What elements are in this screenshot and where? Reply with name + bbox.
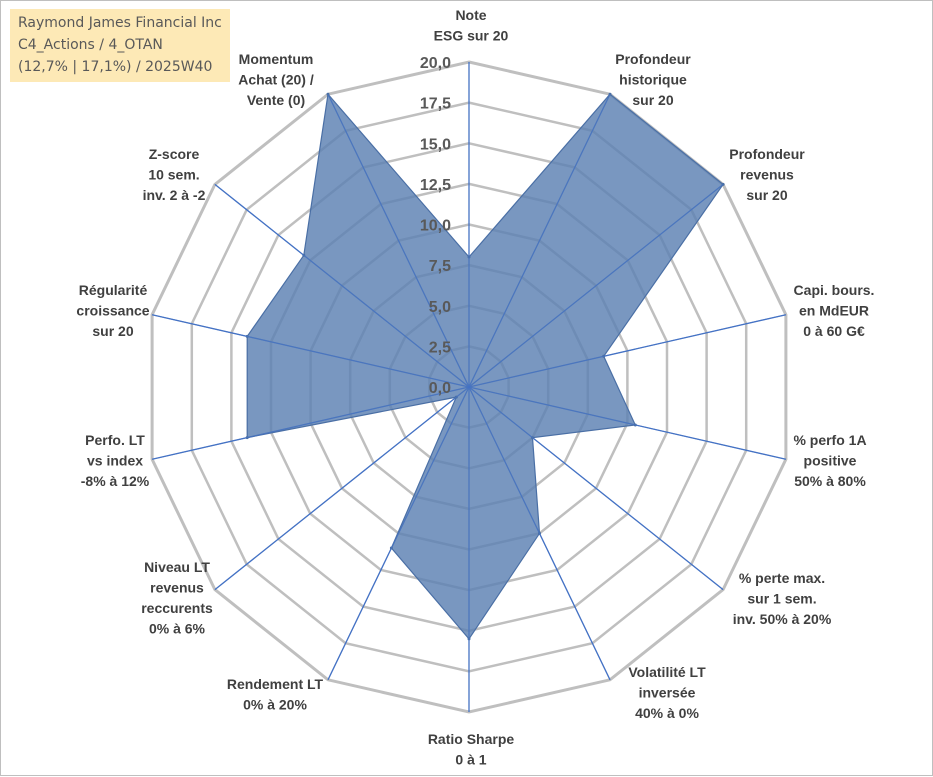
axis-spoke-overlay [327, 386, 470, 681]
category-label: Profondeur revenus sur 20 [729, 146, 805, 203]
category-label: Note ESG sur 20 [434, 7, 509, 44]
axis-spoke-overlay [151, 314, 470, 388]
portfolio-name: C4_Actions / 4_OTAN [18, 37, 163, 53]
category-label: Profondeur historique sur 20 [615, 51, 691, 108]
axis-spoke-overlay [214, 386, 470, 590]
axis-spoke-overlay [468, 93, 611, 388]
company-name: Raymond James Financial Inc [18, 15, 222, 31]
info-box: Raymond James Financial Inc C4_Actions /… [10, 9, 230, 82]
category-label: Régularité croissance sur 20 [76, 282, 149, 339]
category-label: Capi. bours. en MdEUR 0 à 60 G€ [794, 282, 875, 339]
category-label: Momentum Achat (20) / Vente (0) [238, 51, 314, 108]
axis-spoke-overlay [468, 314, 787, 388]
category-label: Niveau LT revenus reccurents 0% à 6% [141, 559, 213, 637]
tick-label: 20,0 [420, 55, 451, 72]
tick-label: 7,5 [429, 258, 451, 275]
tick-label: 12,5 [420, 177, 451, 194]
category-label: % perte max. sur 1 sem. inv. 50% à 20% [733, 570, 832, 627]
category-label: Perfo. LT vs index -8% à 12% [81, 432, 150, 489]
tick-label: 5,0 [429, 299, 451, 316]
tick-label: 10,0 [420, 218, 451, 235]
radar-category-labels: Note ESG sur 20 Profondeur historique sur 20… [76, 7, 874, 768]
tick-label: 17,5 [420, 96, 451, 113]
category-label: % perfo 1A positive 50% à 80% [793, 432, 866, 489]
category-label: Z-score 10 sem. inv. 2 à -2 [143, 146, 206, 203]
axis-spoke-overlay [468, 386, 787, 460]
axis-spoke-overlay [151, 386, 470, 460]
category-label: Ratio Sharpe 0 à 1 [428, 731, 515, 768]
tick-label: 0,0 [429, 380, 451, 397]
axis-spoke-overlay [327, 93, 470, 388]
tick-label: 15,0 [420, 136, 451, 153]
axis-spoke-overlay [468, 386, 724, 590]
tick-label: 2,5 [429, 339, 451, 356]
category-label: Rendement LT 0% à 20% [227, 676, 324, 713]
axis-spoke-overlay [214, 184, 470, 388]
series-area [246, 92, 724, 640]
radar-tick-labels: 0,0 2,5 5,0 7,5 10,0 12,5 15,0 17,5 20,0 [420, 55, 451, 397]
radar-series [151, 62, 787, 712]
axis-spoke-overlay [468, 184, 724, 388]
category-label: Volatilité LT inversée 40% à 0% [628, 664, 706, 721]
performance-stats: (12,7% | 17,1%) / 2025W40 [18, 59, 213, 75]
axis-spoke-overlay [468, 386, 611, 681]
